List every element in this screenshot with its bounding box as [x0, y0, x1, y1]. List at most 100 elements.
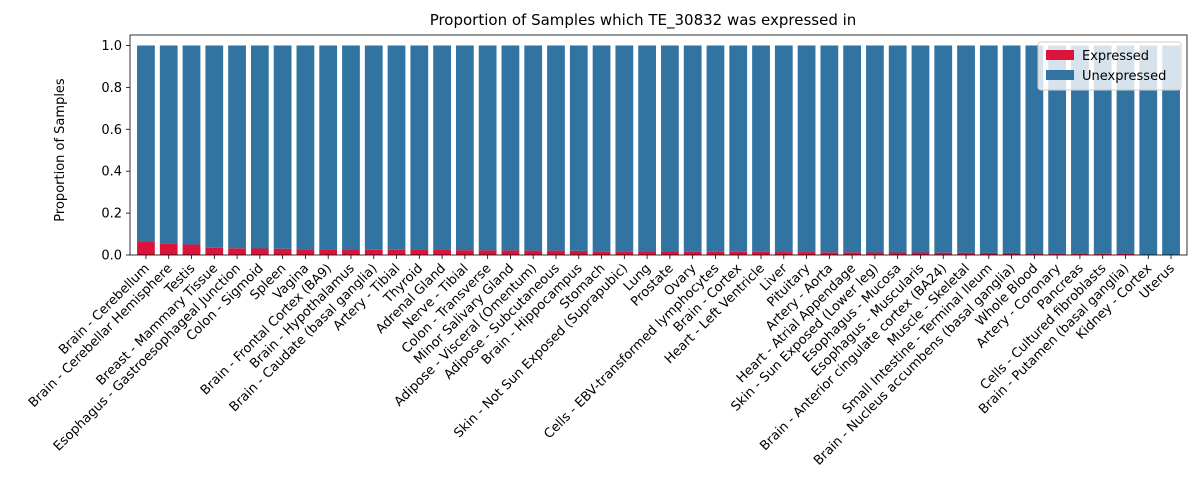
bar-unexpressed-13	[433, 45, 451, 250]
y-tick-label: 0.2	[101, 207, 122, 222]
bar-unexpressed-19	[569, 45, 588, 251]
bar-unexpressed-30	[820, 45, 839, 253]
bar-unexpressed-42	[1093, 45, 1112, 254]
legend-label-unexpressed: Unexpressed	[1082, 69, 1166, 84]
bar-unexpressed-20	[592, 45, 611, 252]
legend-swatch-expressed	[1046, 50, 1074, 60]
plot-area	[129, 34, 1188, 256]
y-axis-title: Proportion of Samples	[53, 78, 68, 222]
y-axis: 0.0 0.2 0.4 0.6 0.8 1.0	[101, 39, 130, 264]
bar-expressed-18	[547, 250, 565, 255]
bar-unexpressed-35	[934, 45, 953, 253]
bar-unexpressed-16	[501, 45, 520, 251]
bar-unexpressed-24	[683, 45, 702, 252]
bar-unexpressed-45	[1162, 45, 1180, 256]
bar-unexpressed-43	[1116, 45, 1135, 254]
bar-unexpressed-32	[866, 45, 884, 253]
bar-expressed-34	[911, 252, 930, 255]
legend-swatch-unexpressed	[1046, 70, 1074, 80]
bar-unexpressed-29	[797, 45, 816, 253]
bar-expressed-3	[205, 247, 224, 255]
bar-expressed-22	[638, 251, 656, 255]
bar-unexpressed-0	[137, 45, 155, 243]
bar-unexpressed-40	[1048, 45, 1067, 254]
bar-expressed-13	[433, 249, 451, 255]
y-tick-label: 0.8	[101, 81, 122, 96]
bar-expressed-4	[228, 248, 246, 255]
bar-unexpressed-36	[957, 45, 975, 253]
bar-unexpressed-14	[455, 45, 474, 251]
bar-expressed-32	[866, 252, 884, 255]
bar-unexpressed-26	[729, 45, 748, 252]
bar-unexpressed-4	[228, 45, 246, 249]
bar-unexpressed-33	[888, 45, 907, 253]
bar-unexpressed-7	[296, 45, 315, 250]
bar-expressed-33	[888, 252, 907, 255]
bar-unexpressed-38	[1002, 45, 1021, 253]
bar-expressed-7	[296, 249, 315, 255]
bar-unexpressed-34	[911, 45, 930, 253]
bar-unexpressed-27	[752, 45, 770, 252]
bar-unexpressed-10	[364, 45, 383, 250]
bar-expressed-43	[1116, 253, 1135, 255]
y-tick-label: 1.0	[101, 39, 122, 54]
bar-expressed-0	[137, 242, 155, 255]
legend-label-expressed: Expressed	[1082, 49, 1149, 64]
bar-expressed-39	[1025, 253, 1044, 255]
bar-unexpressed-41	[1071, 45, 1089, 254]
bar-expressed-28	[774, 252, 793, 255]
bar-unexpressed-1	[159, 45, 178, 244]
bar-expressed-16	[501, 250, 520, 255]
bar-unexpressed-15	[478, 45, 497, 251]
bar-unexpressed-39	[1025, 45, 1044, 254]
bar-expressed-42	[1093, 253, 1112, 255]
bar-expressed-20	[592, 251, 611, 255]
bar-unexpressed-21	[615, 45, 634, 252]
bar-unexpressed-44	[1139, 45, 1158, 256]
legend: Expressed Unexpressed	[1037, 41, 1182, 91]
bar-expressed-15	[478, 250, 497, 255]
bar-unexpressed-25	[706, 45, 725, 252]
bar-expressed-30	[820, 252, 839, 255]
bar-expressed-2	[182, 244, 201, 255]
bar-expressed-25	[706, 251, 725, 255]
chart-title: Proportion of Samples which TE_30832 was…	[430, 11, 857, 30]
bar-expressed-10	[364, 249, 383, 255]
bar-expressed-41	[1071, 253, 1089, 255]
bar-expressed-17	[524, 250, 543, 255]
bar-expressed-36	[957, 252, 975, 255]
bar-expressed-27	[752, 251, 770, 255]
bar-unexpressed-17	[524, 45, 543, 251]
y-tick-label: 0.6	[101, 123, 122, 138]
bar-unexpressed-31	[843, 45, 862, 253]
bar-expressed-1	[159, 243, 178, 255]
y-tick-label: 0.0	[101, 249, 122, 264]
bar-expressed-21	[615, 251, 634, 255]
bar-unexpressed-28	[774, 45, 793, 253]
bar-expressed-5	[250, 248, 269, 255]
bar-unexpressed-18	[547, 45, 565, 251]
bar-expressed-37	[979, 252, 998, 255]
bar-expressed-19	[569, 250, 588, 255]
bar-expressed-8	[319, 249, 338, 255]
bar-expressed-11	[387, 249, 406, 255]
plot-frame	[129, 34, 1188, 256]
bar-expressed-6	[273, 248, 292, 255]
bar-unexpressed-9	[342, 45, 360, 250]
bar-unexpressed-5	[250, 45, 269, 249]
y-tick-label: 0.4	[101, 165, 122, 180]
bar-expressed-23	[661, 251, 679, 255]
bar-unexpressed-6	[273, 45, 292, 249]
bar-expressed-38	[1002, 252, 1021, 255]
bar-expressed-12	[410, 249, 429, 255]
bar-expressed-9	[342, 249, 360, 255]
bar-expressed-40	[1048, 253, 1067, 255]
bar-expressed-35	[934, 252, 953, 255]
bar-expressed-24	[683, 251, 702, 255]
bar-expressed-26	[729, 251, 748, 255]
bar-unexpressed-23	[661, 45, 679, 252]
bar-unexpressed-22	[638, 45, 656, 252]
bar-unexpressed-37	[979, 45, 998, 253]
